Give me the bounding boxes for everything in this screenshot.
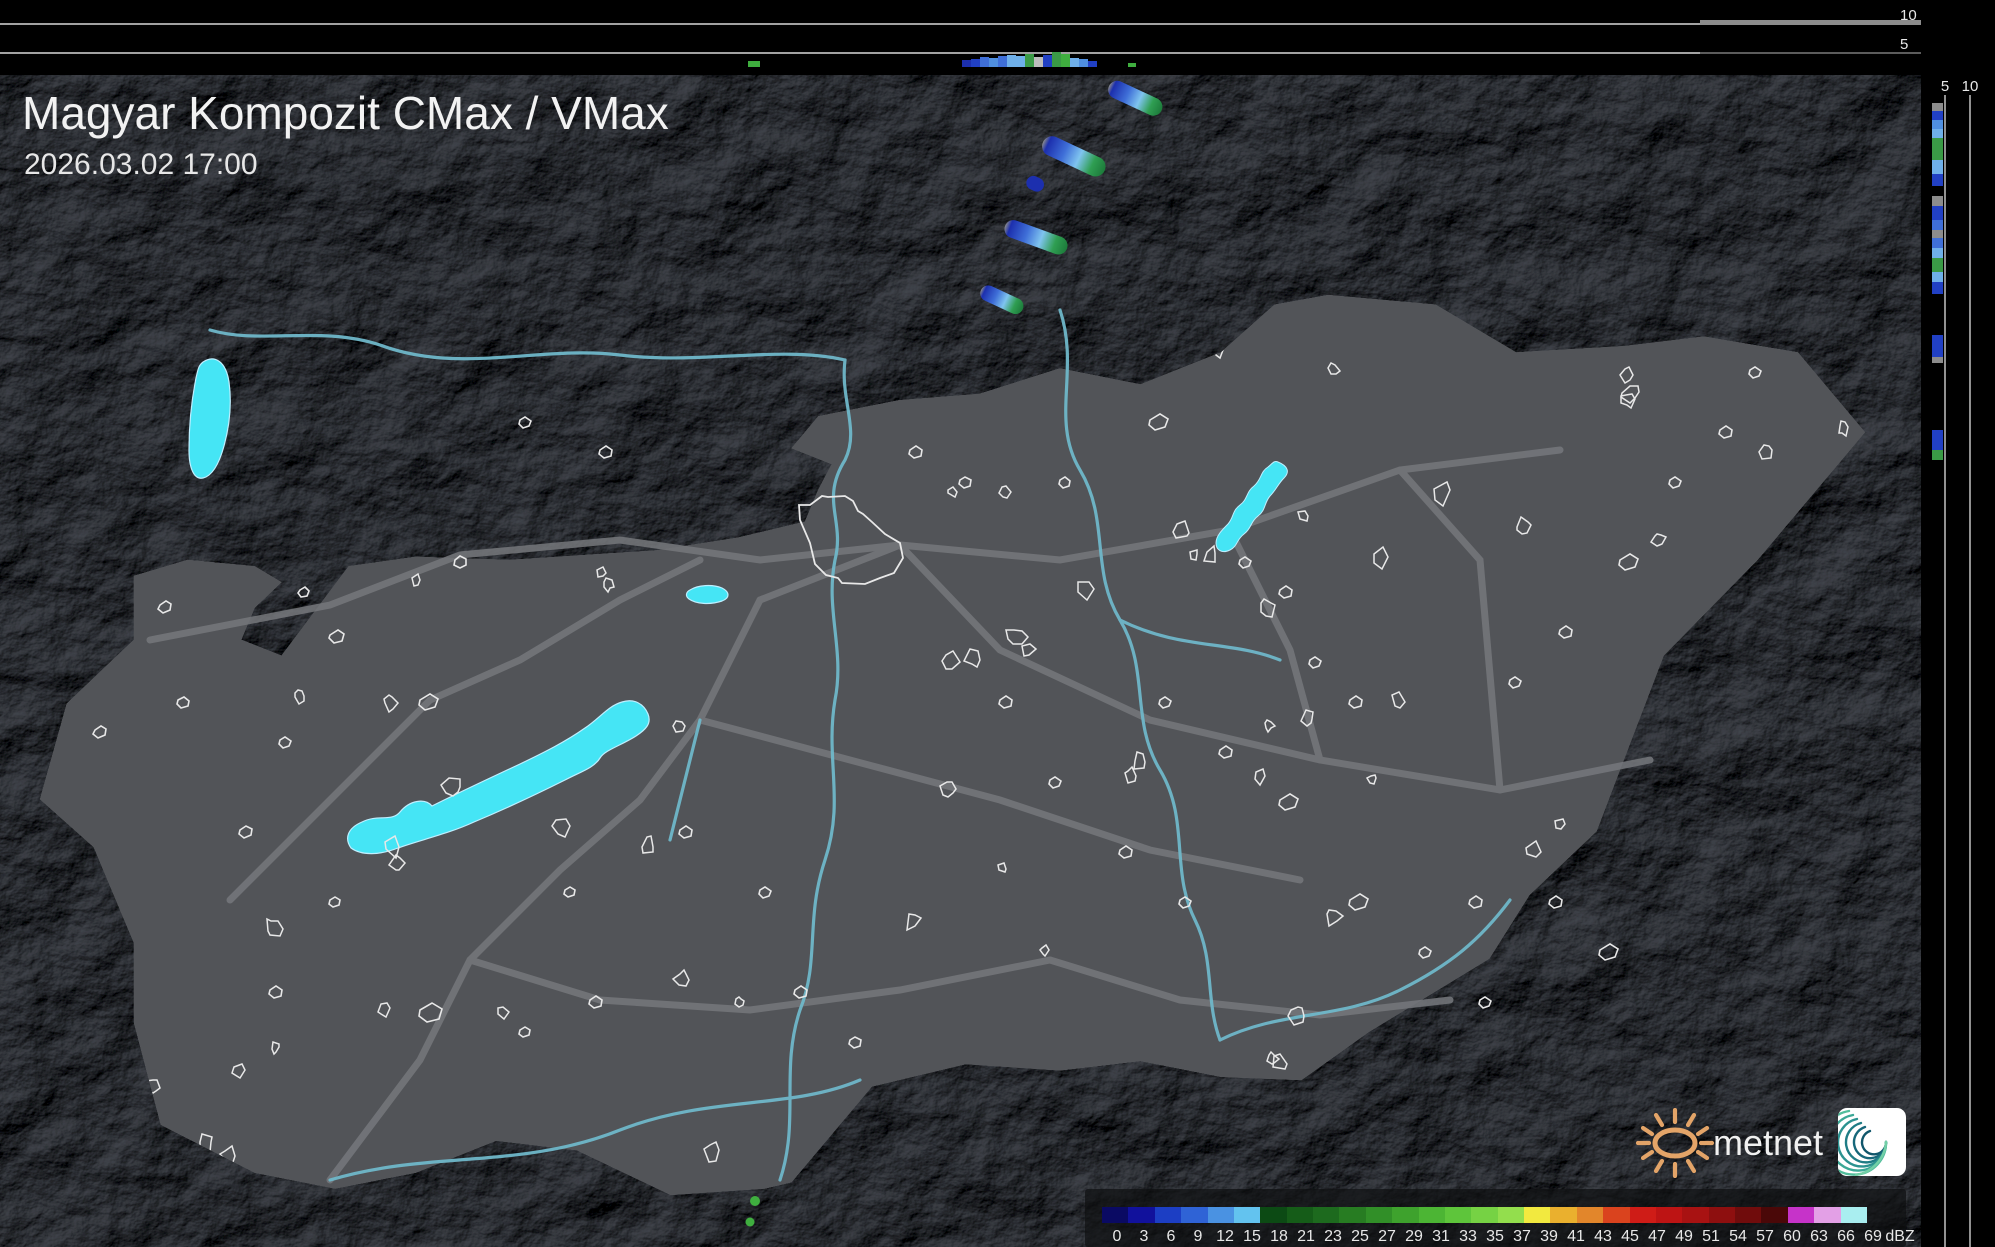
svg-text:5: 5	[1900, 36, 1908, 53]
svg-text:33: 33	[1459, 1228, 1477, 1245]
svg-text:45: 45	[1621, 1228, 1639, 1245]
svg-text:31: 31	[1432, 1228, 1450, 1245]
svg-text:5: 5	[1941, 78, 1949, 95]
svg-text:18: 18	[1270, 1228, 1288, 1245]
svg-text:dBZ: dBZ	[1885, 1228, 1915, 1245]
svg-text:51: 51	[1702, 1228, 1720, 1245]
svg-text:21: 21	[1297, 1228, 1315, 1245]
svg-text:0: 0	[1113, 1228, 1122, 1245]
svg-text:15: 15	[1243, 1228, 1261, 1245]
svg-text:63: 63	[1810, 1228, 1828, 1245]
svg-text:25: 25	[1351, 1228, 1369, 1245]
svg-text:9: 9	[1194, 1228, 1203, 1245]
svg-text:60: 60	[1783, 1228, 1801, 1245]
svg-text:12: 12	[1216, 1228, 1234, 1245]
svg-text:39: 39	[1540, 1228, 1558, 1245]
svg-text:3: 3	[1140, 1228, 1149, 1245]
svg-text:35: 35	[1486, 1228, 1504, 1245]
svg-text:43: 43	[1594, 1228, 1612, 1245]
svg-text:10: 10	[1962, 78, 1979, 95]
svg-text:54: 54	[1729, 1228, 1747, 1245]
svg-text:29: 29	[1405, 1228, 1423, 1245]
svg-text:23: 23	[1324, 1228, 1342, 1245]
svg-text:66: 66	[1837, 1228, 1855, 1245]
svg-text:27: 27	[1378, 1228, 1396, 1245]
svg-text:69: 69	[1864, 1228, 1882, 1245]
svg-text:49: 49	[1675, 1228, 1693, 1245]
svg-text:41: 41	[1567, 1228, 1585, 1245]
svg-text:6: 6	[1167, 1228, 1176, 1245]
svg-text:57: 57	[1756, 1228, 1774, 1245]
svg-text:47: 47	[1648, 1228, 1666, 1245]
svg-text:37: 37	[1513, 1228, 1531, 1245]
